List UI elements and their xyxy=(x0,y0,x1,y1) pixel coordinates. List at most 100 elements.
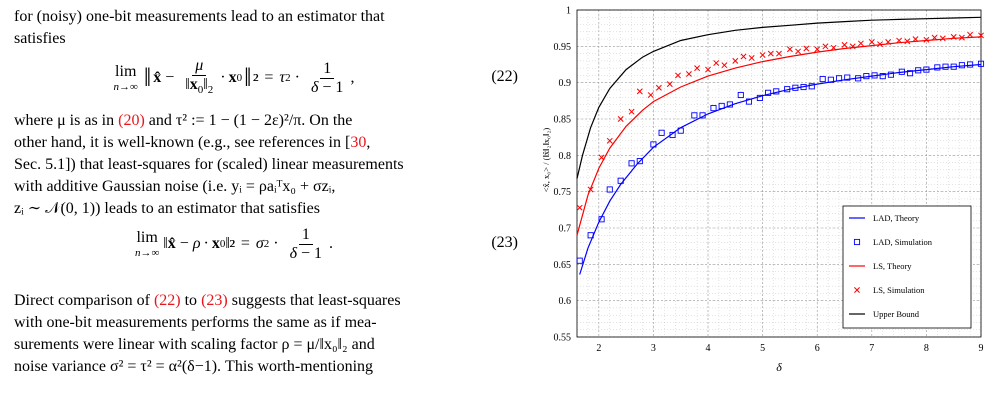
limit-operator: lim n→∞ xyxy=(113,63,138,93)
paragraph-2: where μ is as in (20) and τ² := 1 − (1 −… xyxy=(14,110,526,220)
data-point-ls-simulation xyxy=(767,50,774,57)
chart-legend: LAD, Theory LAD, Simulation LS, Theory LS, … xyxy=(842,205,972,329)
data-point-lad-simulation xyxy=(967,61,974,68)
data-point-lad-simulation xyxy=(650,141,657,148)
data-point-ls-simulation xyxy=(841,41,848,48)
x-tick-label: 4 xyxy=(706,343,711,354)
data-point-ls-simulation xyxy=(877,41,883,48)
text-line: Direct comparison of (22) to (23) sugges… xyxy=(14,292,401,309)
text-line: with additive Gaussian noise (i.e. yᵢ = … xyxy=(14,178,336,195)
x-tick-label: 6 xyxy=(815,343,820,354)
equation-22-number: (22) xyxy=(491,68,518,85)
x-tick-label: 8 xyxy=(924,343,929,354)
data-point-lad-simulation xyxy=(871,72,878,79)
data-point-lad-simulation xyxy=(598,216,605,223)
data-point-ls-simulation xyxy=(713,60,720,67)
text-line: Sec. 5.1]) that least-squares for (scale… xyxy=(14,156,404,173)
chart-ticks: 2 3 4 5 6 7 8 9 0.55 0.6 0.65 0.7 0.75 0.8 0.85 0.9 0.95… xyxy=(554,6,984,355)
legend-box xyxy=(842,205,972,329)
data-point-ls-simulation xyxy=(786,46,793,53)
legend-label: LAD, Theory xyxy=(873,213,920,223)
data-point-ls-simulation xyxy=(849,43,856,50)
text-line: satisfies xyxy=(14,30,66,47)
eq-ref-link[interactable]: (23) xyxy=(201,292,228,309)
data-point-ls-simulation xyxy=(978,32,984,39)
data-point-lad-simulation xyxy=(669,131,676,139)
data-point-lad-simulation xyxy=(628,160,635,167)
plot-frame xyxy=(576,9,982,338)
data-point-lad-simulation xyxy=(819,75,826,83)
y-tick-label: 0.8 xyxy=(559,151,572,162)
data-point-lad-simulation xyxy=(773,88,780,95)
data-point-ls-simulation xyxy=(705,66,711,73)
data-point-ls-simulation xyxy=(868,39,875,45)
data-point-lad-simulation xyxy=(950,63,957,70)
data-point-lad-simulation xyxy=(710,105,717,112)
data-point-lad-simulation xyxy=(827,76,834,83)
data-point-lad-simulation xyxy=(691,112,698,119)
data-point-ls-simulation xyxy=(675,72,681,79)
text-line: noise variance σ² = τ² = α²(δ−1). This w… xyxy=(14,358,374,375)
data-point-ls-simulation xyxy=(740,53,747,60)
data-point-ls-simulation xyxy=(912,36,919,43)
chart-series xyxy=(576,16,985,275)
eq-ref-link[interactable]: (22) xyxy=(153,292,181,309)
data-point-lad-simulation xyxy=(726,101,733,108)
legend-swatch xyxy=(854,287,860,293)
data-point-ls-simulation xyxy=(748,55,755,61)
data-point-lad-simulation xyxy=(756,94,763,101)
y-tick-label: 0.55 xyxy=(554,333,572,344)
eq-ref-link[interactable]: (20) xyxy=(118,112,145,129)
y-tick-label: 0.9 xyxy=(559,78,572,89)
y-axis-label: <x̂, x₀> / (‖x̂‖₂‖x₀‖₂) xyxy=(541,128,551,193)
data-point-ls-simulation xyxy=(904,38,911,45)
data-point-lad-simulation xyxy=(677,127,684,134)
text-line: other hand, it is well-known (e.g., see … xyxy=(14,134,371,151)
data-point-lad-simulation xyxy=(808,83,815,90)
data-point-ls-simulation xyxy=(655,84,662,91)
legend-label: LAD, Simulation xyxy=(873,237,933,247)
data-point-ls-simulation xyxy=(576,204,583,211)
data-point-ls-simulation xyxy=(830,44,837,51)
data-point-ls-simulation xyxy=(967,31,974,38)
data-point-lad-simulation xyxy=(855,75,862,82)
data-point-ls-simulation xyxy=(923,36,930,43)
data-point-ls-simulation xyxy=(721,62,728,69)
paper-text-column: for (noisy) one-bit measurements lead to… xyxy=(14,0,526,402)
data-point-lad-simulation xyxy=(863,73,870,80)
fraction-mu: μ ‖x0‖2 xyxy=(185,56,214,97)
data-point-lad-simulation xyxy=(658,129,665,136)
data-point-ls-simulation xyxy=(732,57,739,64)
data-point-lad-simulation xyxy=(745,98,753,105)
citation-link[interactable]: 30 xyxy=(350,134,367,151)
data-point-ls-simulation xyxy=(606,137,613,144)
data-point-ls-simulation xyxy=(666,81,673,88)
x-tick-label: 3 xyxy=(651,343,656,354)
data-point-lad-simulation xyxy=(958,62,965,69)
x-tick-label: 9 xyxy=(979,343,984,354)
data-point-lad-simulation xyxy=(934,64,941,71)
data-point-lad-simulation xyxy=(879,73,886,80)
figure-chart: 2 3 4 5 6 7 8 9 0.55 0.6 0.65 0.7 0.75 0.8 0.85 0.9 0.95… xyxy=(536,0,992,402)
data-point-lad-simulation xyxy=(587,232,594,239)
text-line: with one-bit measurements performs the s… xyxy=(14,314,377,331)
data-point-ls-simulation xyxy=(598,154,605,161)
data-point-ls-simulation xyxy=(587,186,594,193)
data-point-lad-simulation xyxy=(699,112,706,119)
y-tick-label: 0.75 xyxy=(554,187,572,198)
data-point-lad-simulation xyxy=(718,102,725,109)
data-point-lad-simulation xyxy=(800,83,807,91)
data-point-ls-simulation xyxy=(931,34,938,41)
data-point-lad-simulation xyxy=(784,86,791,93)
text-line: where μ is as in (20) and τ² := 1 − (1 −… xyxy=(14,112,353,129)
chart-axis-labels: δ <x̂, x₀> / (‖x̂‖₂‖x₀‖₂) xyxy=(541,128,782,374)
data-point-ls-simulation xyxy=(647,92,654,98)
data-point-lad-simulation xyxy=(636,158,643,165)
data-point-ls-simulation xyxy=(822,43,829,50)
data-point-lad-simulation xyxy=(977,60,985,67)
data-point-ls-simulation xyxy=(857,40,864,47)
data-point-lad-simulation xyxy=(737,91,744,99)
